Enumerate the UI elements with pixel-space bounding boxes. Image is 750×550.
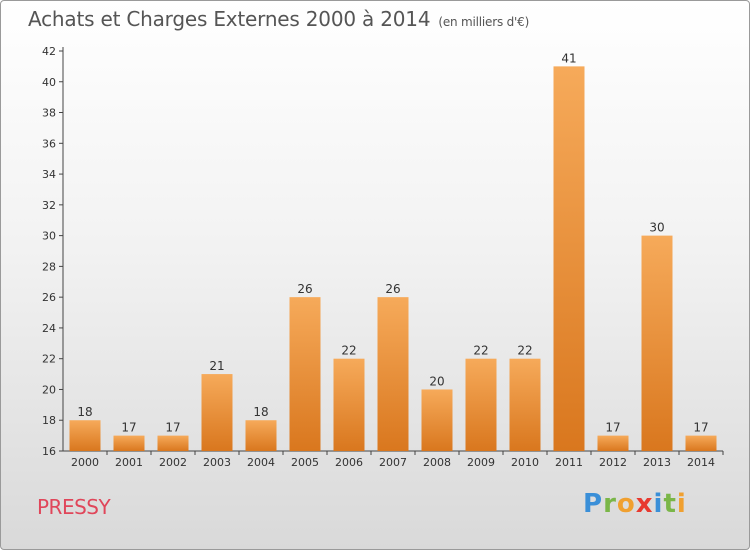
x-tick-label: 2014 <box>687 456 715 469</box>
bar <box>289 297 321 451</box>
bar <box>597 435 629 451</box>
x-tick-label: 2002 <box>159 456 187 469</box>
place-name: PRESSY <box>37 495 111 519</box>
y-tick-label: 42 <box>42 45 56 58</box>
proxiti-logo: Proxiti <box>583 489 687 519</box>
bar <box>377 297 409 451</box>
x-tick-label: 2007 <box>379 456 407 469</box>
y-tick-label: 16 <box>42 445 56 458</box>
x-tick-label: 2011 <box>555 456 583 469</box>
data-label: 22 <box>473 344 488 358</box>
bar <box>641 235 673 451</box>
logo-letter: P <box>583 489 604 519</box>
x-tick-label: 2005 <box>291 456 319 469</box>
bar <box>465 358 497 451</box>
data-label: 17 <box>121 421 136 435</box>
bar <box>113 435 145 451</box>
data-label: 17 <box>605 421 620 435</box>
data-label: 26 <box>297 282 312 296</box>
y-tick-label: 28 <box>42 260 56 273</box>
bar <box>201 374 233 451</box>
x-tick-label: 2013 <box>643 456 671 469</box>
bar <box>509 358 541 451</box>
x-tick-label: 2012 <box>599 456 627 469</box>
y-tick-label: 38 <box>42 107 56 120</box>
y-tick-label: 26 <box>42 291 56 304</box>
data-label: 21 <box>209 359 224 373</box>
data-label: 20 <box>429 374 444 388</box>
y-tick-label: 34 <box>42 168 56 181</box>
x-tick-label: 2006 <box>335 456 363 469</box>
bar <box>69 420 101 451</box>
logo-letter: x <box>635 489 654 519</box>
x-tick-label: 2008 <box>423 456 451 469</box>
data-label: 41 <box>561 51 576 65</box>
logo-letter: i <box>676 489 687 519</box>
y-tick-label: 40 <box>42 76 56 89</box>
y-tick-label: 36 <box>42 137 56 150</box>
data-label: 30 <box>649 221 664 235</box>
y-tick-label: 18 <box>42 414 56 427</box>
bar <box>685 435 717 451</box>
data-label: 22 <box>517 344 532 358</box>
y-tick-label: 22 <box>42 353 56 366</box>
data-label: 22 <box>341 344 356 358</box>
bar <box>553 66 585 451</box>
x-tick-label: 2000 <box>71 456 99 469</box>
data-label: 17 <box>165 421 180 435</box>
logo-letter: i <box>653 489 664 519</box>
chart-title: Achats et Charges Externes 2000 à 2014 <box>28 7 431 31</box>
data-label: 17 <box>693 421 708 435</box>
chart-title-row: Achats et Charges Externes 2000 à 2014 (e… <box>28 7 529 31</box>
x-tick-label: 2003 <box>203 456 231 469</box>
bar <box>333 358 365 451</box>
chart-unit: (en milliers d'€) <box>438 15 530 29</box>
logo-letter: o <box>616 489 636 519</box>
x-tick-label: 2004 <box>247 456 275 469</box>
data-label: 18 <box>77 405 92 419</box>
data-label: 18 <box>253 405 268 419</box>
y-tick-label: 24 <box>42 322 56 335</box>
x-tick-label: 2001 <box>115 456 143 469</box>
y-tick-label: 32 <box>42 199 56 212</box>
logo-letter: r <box>603 489 617 519</box>
x-tick-label: 2009 <box>467 456 495 469</box>
logo-letter: t <box>663 489 677 519</box>
data-label: 26 <box>385 282 400 296</box>
y-tick-label: 20 <box>42 383 56 396</box>
bar <box>245 420 277 451</box>
bar <box>157 435 189 451</box>
x-tick-label: 2010 <box>511 456 539 469</box>
bar <box>421 389 453 451</box>
y-tick-label: 30 <box>42 230 56 243</box>
